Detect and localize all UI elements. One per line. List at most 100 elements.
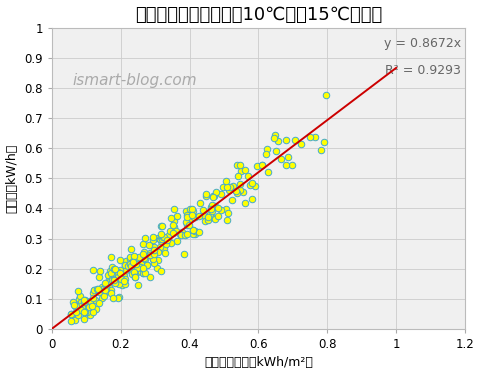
Point: [114, 274, 122, 280]
Point: [107, 278, 114, 284]
Point: [120, 278, 127, 284]
Point: [209, 202, 216, 208]
Text: R² = 0.9293: R² = 0.9293: [385, 64, 461, 77]
Point: [321, 139, 328, 145]
Point: [74, 288, 82, 294]
Point: [80, 309, 88, 315]
Point: [274, 138, 281, 144]
Point: [96, 274, 103, 280]
Point: [131, 274, 138, 280]
Point: [157, 231, 165, 237]
Point: [101, 279, 108, 285]
Point: [80, 303, 88, 309]
Point: [105, 279, 112, 285]
Point: [73, 303, 81, 309]
Point: [67, 318, 74, 324]
Point: [236, 188, 244, 194]
Point: [133, 265, 141, 271]
Point: [258, 162, 265, 168]
Point: [168, 240, 175, 246]
Point: [70, 299, 77, 305]
Point: [137, 261, 145, 267]
Point: [158, 236, 166, 242]
Point: [90, 286, 98, 292]
Point: [139, 241, 146, 247]
Point: [102, 283, 110, 289]
Point: [183, 220, 191, 226]
Point: [139, 251, 146, 257]
Point: [211, 216, 218, 222]
Point: [78, 304, 85, 310]
Point: [217, 207, 225, 213]
Point: [154, 236, 162, 242]
Point: [75, 296, 83, 302]
Point: [187, 206, 194, 212]
Point: [181, 232, 189, 238]
Point: [128, 261, 136, 267]
Point: [233, 190, 240, 196]
Point: [151, 247, 158, 253]
Point: [89, 290, 96, 296]
Point: [121, 262, 129, 268]
Point: [111, 266, 119, 272]
Point: [134, 255, 142, 261]
Point: [116, 294, 123, 300]
Point: [123, 258, 131, 264]
Point: [226, 184, 234, 190]
Point: [95, 300, 102, 306]
Point: [120, 273, 128, 279]
Point: [150, 259, 157, 265]
Point: [149, 237, 157, 243]
Point: [116, 267, 124, 273]
Point: [212, 189, 220, 195]
Point: [86, 299, 94, 305]
Point: [141, 270, 148, 276]
Point: [190, 231, 197, 237]
Point: [107, 270, 115, 276]
Point: [183, 214, 191, 220]
Point: [297, 141, 305, 147]
Point: [129, 271, 136, 277]
Point: [109, 294, 117, 300]
Point: [67, 310, 75, 316]
Point: [86, 312, 94, 318]
Point: [80, 299, 87, 305]
X-axis label: 傾斜面日射量（kWh/m²）: 傾斜面日射量（kWh/m²）: [204, 357, 313, 369]
Point: [291, 137, 299, 143]
Point: [125, 263, 132, 269]
Point: [101, 287, 108, 293]
Point: [157, 268, 165, 274]
Point: [136, 264, 144, 270]
Point: [204, 217, 211, 223]
Point: [197, 200, 204, 206]
Point: [164, 236, 172, 242]
Point: [150, 247, 158, 253]
Point: [113, 280, 121, 286]
Point: [149, 256, 157, 262]
Point: [81, 309, 88, 315]
Point: [170, 224, 178, 230]
Point: [283, 162, 290, 168]
Point: [127, 256, 134, 262]
Point: [151, 250, 158, 256]
Point: [72, 316, 79, 322]
Point: [229, 183, 237, 189]
Point: [234, 162, 241, 168]
Point: [93, 306, 100, 312]
Point: [208, 208, 216, 214]
Point: [284, 154, 291, 160]
Point: [110, 277, 118, 283]
Point: [85, 304, 93, 310]
Point: [86, 301, 94, 307]
Point: [252, 183, 259, 189]
Point: [95, 286, 102, 292]
Point: [157, 223, 165, 229]
Point: [180, 251, 188, 257]
Point: [84, 299, 91, 305]
Point: [168, 215, 175, 221]
Point: [222, 206, 230, 212]
Point: [149, 234, 157, 240]
Point: [121, 268, 129, 274]
Point: [182, 219, 190, 225]
Point: [128, 269, 136, 275]
